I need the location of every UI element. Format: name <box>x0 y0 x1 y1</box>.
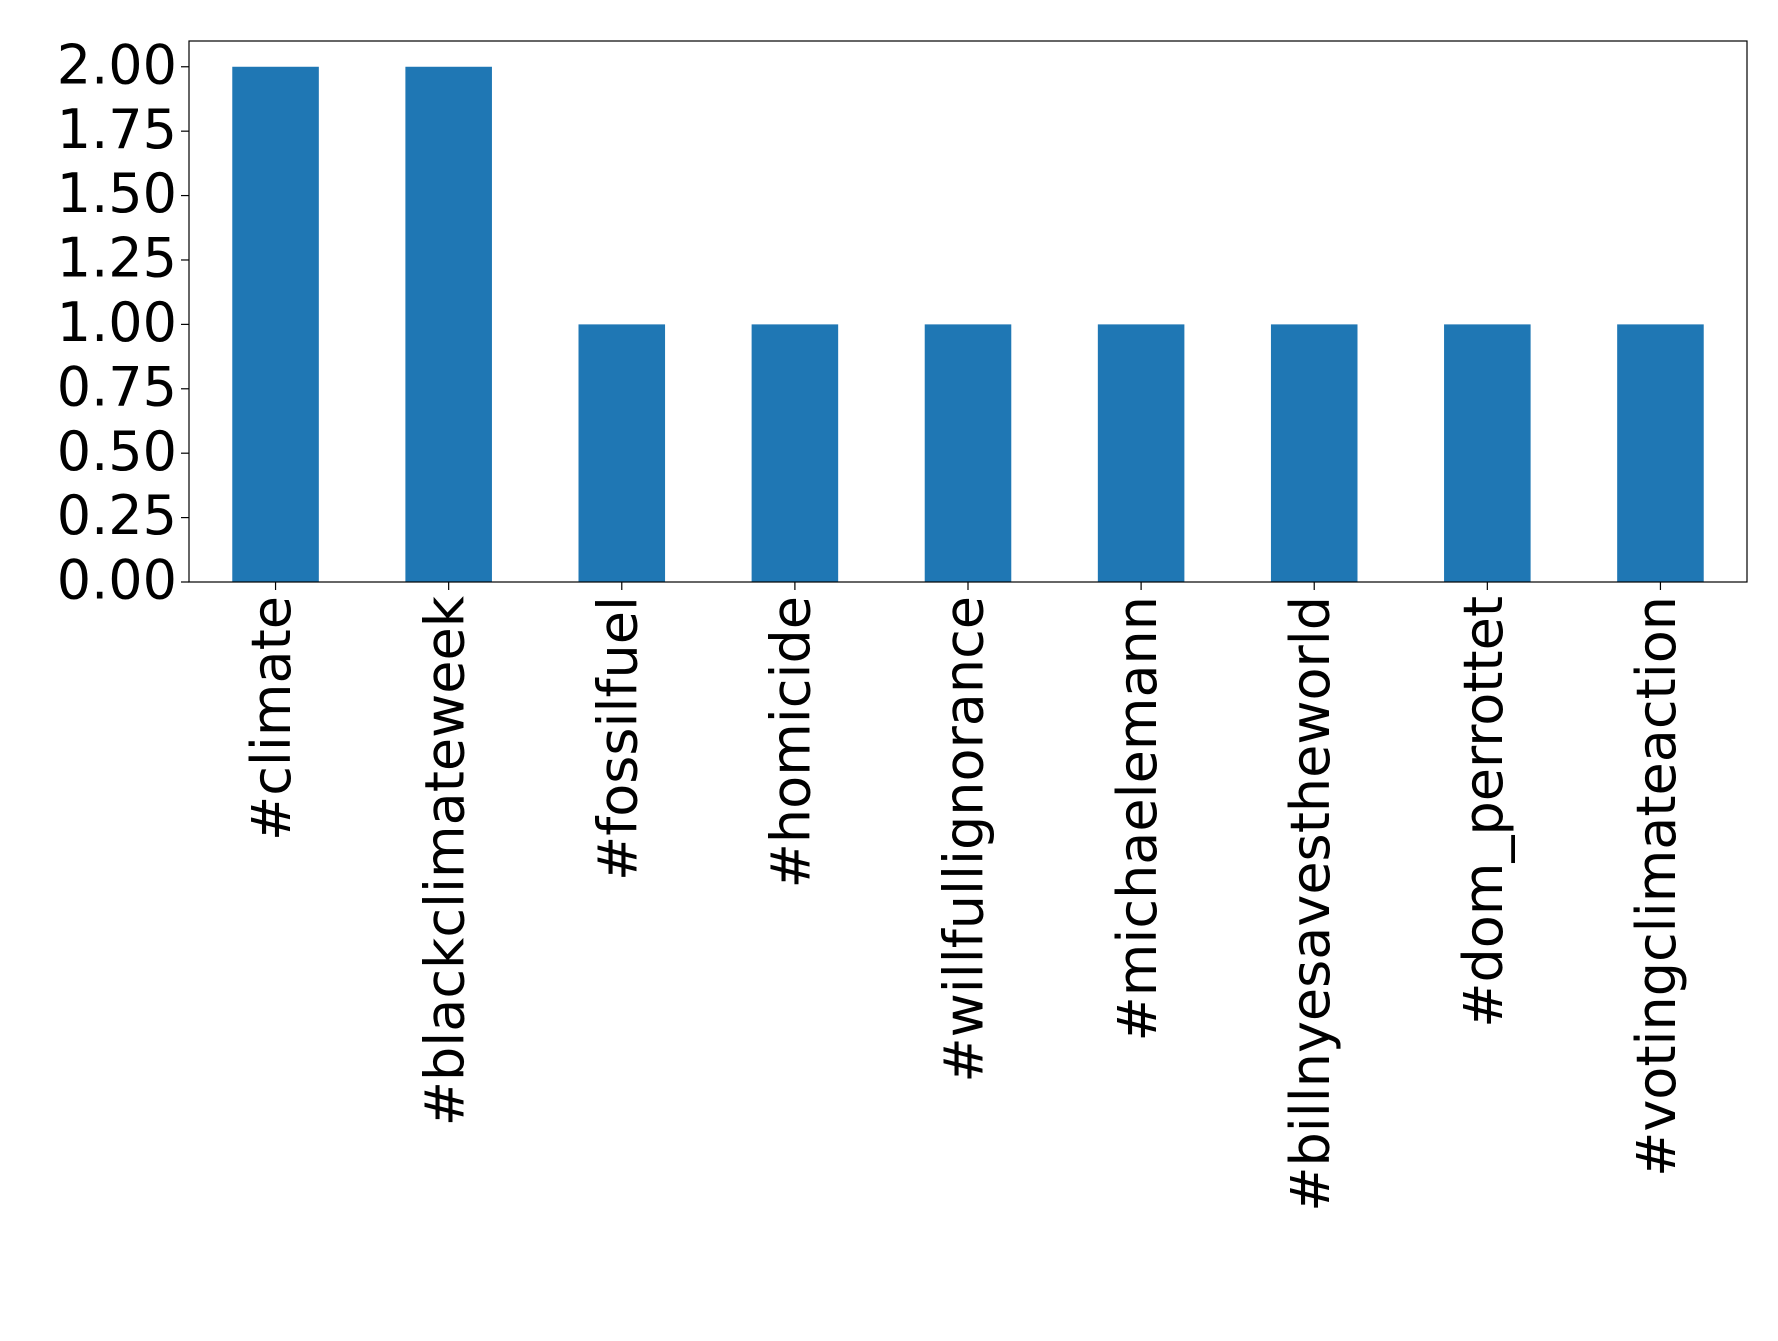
y-tick-label: 2.00 <box>57 33 177 96</box>
x-tick-label: #michaelemann <box>1106 596 1169 1041</box>
y-tick-label: 1.00 <box>57 291 177 354</box>
bar <box>1097 324 1185 582</box>
x-tick-label: #homicide <box>760 596 823 888</box>
bar <box>578 324 666 582</box>
bar <box>751 324 839 582</box>
x-tick-label: #votingclimateaction <box>1625 596 1688 1177</box>
y-tick-label: 1.25 <box>57 227 177 290</box>
x-tick-label: #climate <box>240 596 303 841</box>
x-tick-label: #billnyesavestheworld <box>1279 596 1342 1212</box>
bar <box>405 66 492 582</box>
y-tick-label: 0.75 <box>57 355 177 418</box>
x-tick-label: #willfullignorance <box>933 596 996 1083</box>
bar <box>1270 324 1358 582</box>
x-tick-label: #blackclimateweek <box>413 595 476 1126</box>
y-tick-label: 0.50 <box>57 420 177 483</box>
y-tick-label: 1.50 <box>57 162 177 225</box>
x-tick-label: #dom_perrottet <box>1452 596 1515 1028</box>
plot-frame <box>188 40 1748 583</box>
bar <box>924 324 1012 582</box>
x-tick-label: #fossilfuel <box>586 596 649 881</box>
bar <box>232 66 319 582</box>
y-tick-label: 0.00 <box>57 549 177 612</box>
y-tick-label: 1.75 <box>57 98 177 161</box>
bar <box>1444 324 1531 582</box>
bar <box>1617 324 1704 582</box>
y-tick-label: 0.25 <box>57 484 177 547</box>
